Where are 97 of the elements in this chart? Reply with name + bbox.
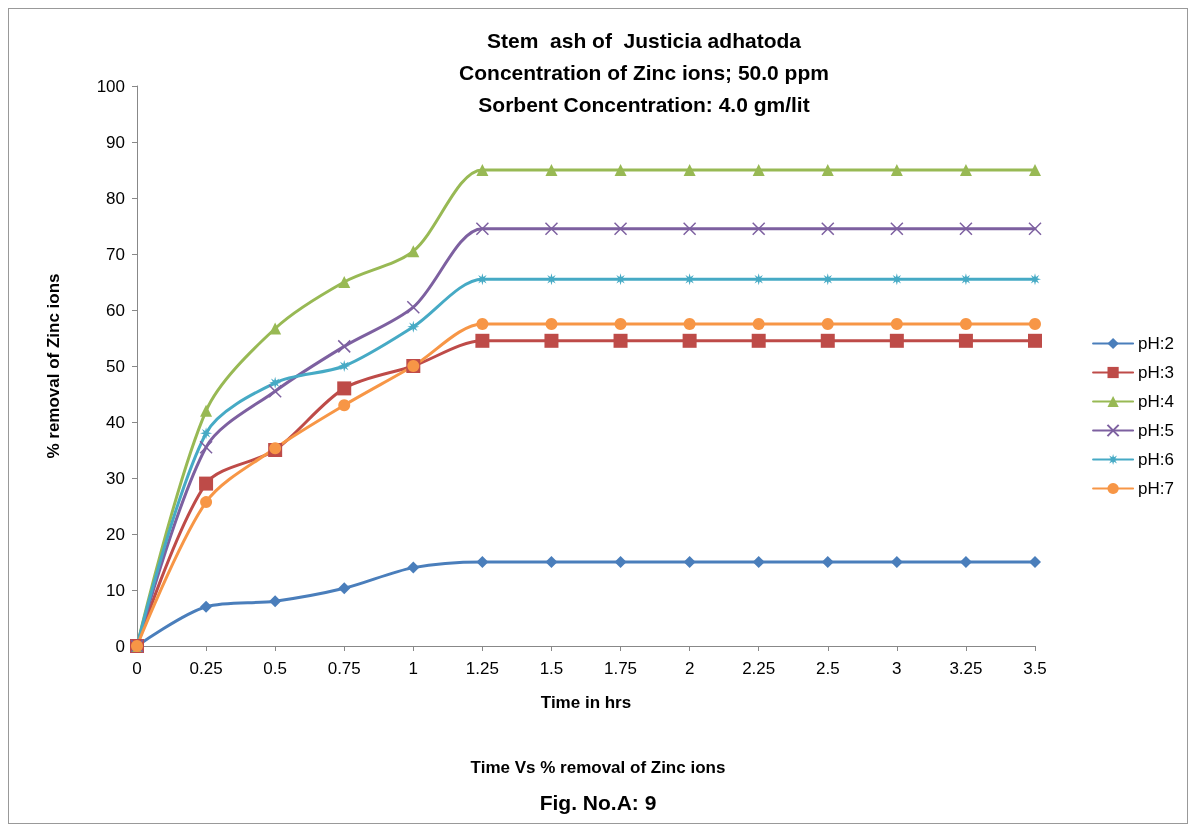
point bbox=[752, 318, 765, 330]
point bbox=[959, 222, 973, 236]
y-tick-label: 60 bbox=[106, 300, 125, 320]
x-tick-label: 0.75 bbox=[327, 659, 361, 678]
x-tick-label: 2.25 bbox=[742, 659, 776, 678]
x-tick-label: 3.5 bbox=[1023, 659, 1047, 678]
point bbox=[1029, 164, 1041, 176]
y-tick-label: 70 bbox=[106, 244, 125, 264]
point bbox=[752, 164, 765, 176]
point bbox=[475, 222, 490, 236]
point bbox=[1028, 222, 1042, 236]
point bbox=[890, 222, 904, 236]
y-tick-label: 20 bbox=[106, 524, 125, 544]
point bbox=[199, 440, 213, 454]
point bbox=[821, 222, 835, 236]
point bbox=[406, 300, 421, 314]
point bbox=[545, 164, 558, 176]
x-tick-label: 0 bbox=[132, 659, 142, 678]
point bbox=[890, 318, 903, 330]
point bbox=[476, 318, 489, 330]
x-axis-title: Time in hrs bbox=[540, 693, 632, 712]
point bbox=[269, 322, 282, 335]
point bbox=[545, 318, 558, 330]
point bbox=[959, 164, 972, 176]
point bbox=[820, 333, 835, 348]
y-tick-label: 30 bbox=[106, 468, 125, 488]
point bbox=[407, 561, 420, 574]
y-tick-label: 0 bbox=[115, 636, 125, 656]
x-tick-label: 3.25 bbox=[949, 659, 983, 678]
legend-label: pH:3 bbox=[1138, 363, 1175, 382]
point bbox=[200, 496, 213, 509]
point bbox=[407, 320, 420, 333]
y-tick-label: 50 bbox=[106, 356, 125, 376]
y-axis-title: % removal of Zinc ions bbox=[44, 273, 63, 459]
point bbox=[614, 164, 627, 176]
legend-label: pH:5 bbox=[1138, 421, 1175, 440]
point bbox=[683, 164, 696, 176]
point bbox=[268, 384, 282, 398]
point bbox=[199, 476, 214, 491]
x-tick-label: 1.25 bbox=[465, 659, 499, 678]
point bbox=[337, 381, 352, 396]
text: Fig. No.A: 9 bbox=[539, 791, 657, 814]
y-tick-label: 90 bbox=[106, 132, 125, 152]
point bbox=[821, 318, 834, 330]
y-tick-label: 80 bbox=[106, 188, 125, 208]
point bbox=[200, 600, 213, 613]
y-tick-label: 40 bbox=[106, 412, 125, 432]
chart-title: Stem ash of Justicia adhatoda Concentration of Zinc ions; 50.0 ppm Sorbent Concentration: 4.0 gm/lit bbox=[459, 28, 829, 116]
legend-label: pH:6 bbox=[1138, 450, 1175, 469]
point bbox=[682, 222, 697, 236]
point bbox=[613, 222, 628, 236]
text: Time Vs % removal of Zinc ions bbox=[470, 758, 726, 777]
point bbox=[958, 333, 973, 348]
point bbox=[821, 164, 834, 176]
point bbox=[544, 333, 559, 348]
point bbox=[269, 595, 282, 608]
point bbox=[1029, 318, 1041, 330]
legend-label: pH:7 bbox=[1138, 479, 1175, 498]
x-tick-label: 0.25 bbox=[189, 659, 223, 678]
point bbox=[751, 333, 766, 348]
y-tick-label: 100 bbox=[96, 76, 125, 96]
point bbox=[1029, 556, 1041, 568]
point bbox=[614, 318, 627, 330]
point bbox=[200, 404, 213, 417]
point bbox=[338, 360, 351, 372]
point bbox=[544, 222, 559, 236]
legend-label: pH:2 bbox=[1138, 334, 1175, 353]
x-tick-label: 2.5 bbox=[815, 659, 840, 678]
point bbox=[889, 333, 904, 348]
legend-label: pH:4 bbox=[1138, 392, 1175, 411]
point bbox=[890, 164, 903, 176]
x-tick-label: 2 bbox=[684, 659, 695, 678]
point bbox=[338, 582, 351, 595]
point bbox=[683, 556, 696, 568]
point bbox=[338, 276, 351, 288]
point bbox=[337, 339, 351, 354]
point bbox=[200, 427, 213, 440]
point bbox=[683, 318, 696, 330]
point bbox=[476, 164, 489, 176]
x-tick-label: 3 bbox=[892, 659, 902, 678]
point bbox=[1028, 333, 1042, 348]
point bbox=[476, 556, 489, 568]
y-tick-label: 10 bbox=[106, 580, 125, 600]
x-tick-label: 1 bbox=[408, 659, 419, 678]
x-tick-label: 0.5 bbox=[263, 659, 287, 678]
point bbox=[407, 245, 420, 258]
point bbox=[613, 333, 628, 348]
point bbox=[475, 333, 490, 348]
x-tick-label: 1.5 bbox=[539, 659, 564, 678]
point bbox=[682, 333, 697, 348]
point bbox=[545, 556, 558, 568]
point bbox=[959, 318, 972, 330]
point bbox=[614, 556, 627, 568]
point bbox=[751, 222, 766, 236]
point bbox=[269, 376, 282, 389]
point bbox=[338, 399, 351, 412]
x-tick-label: 1.75 bbox=[603, 659, 638, 678]
